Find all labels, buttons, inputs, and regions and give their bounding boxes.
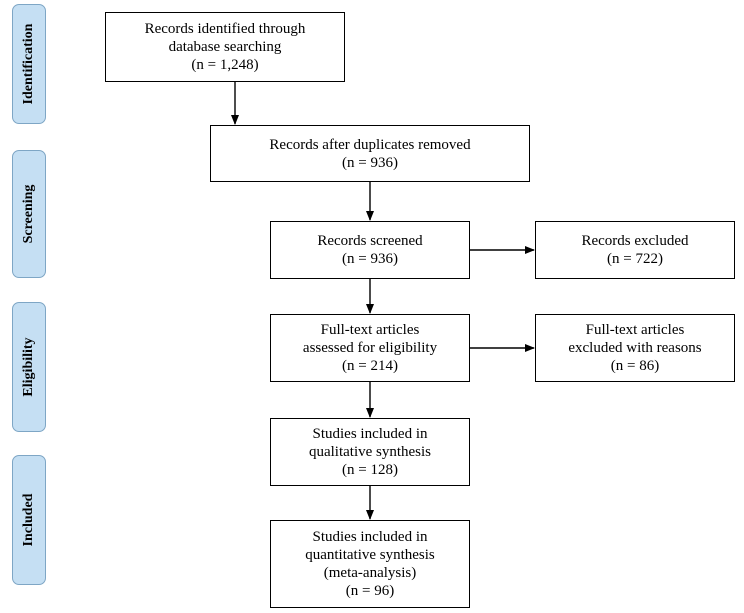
box-records-identified: Records identified through database sear… (105, 12, 345, 82)
box-records-identified-line-1: Records identified through (144, 21, 306, 37)
box-qualitative-synthesis-line-2: qualitative synthesis (308, 444, 432, 460)
box-quantitative-synthesis: Studies included in quantitative synthes… (270, 520, 470, 608)
phase-included: Included (12, 455, 46, 585)
box-fulltext-assessed: Full-text articles assessed for eligibil… (270, 314, 470, 382)
box-records-screened-line-1: Records screened (317, 233, 423, 249)
box-records-excluded: Records excluded (n = 722) (535, 221, 735, 279)
box-records-screened-line-2: (n = 936) (342, 251, 398, 267)
box-qualitative-synthesis-line-1: Studies included in (312, 426, 428, 442)
box-records-identified-line-3: (n = 1,248) (191, 57, 259, 73)
box-records-excluded-line-1: Records excluded (581, 233, 689, 249)
box-fulltext-assessed-line-2: assessed for eligibility (302, 340, 438, 356)
box-fulltext-excluded-line-1: Full-text articles (585, 322, 685, 338)
box-fulltext-assessed-line-3: (n = 214) (342, 358, 398, 374)
box-quantitative-synthesis-line-3: (meta-analysis) (323, 565, 417, 581)
box-fulltext-excluded: Full-text articles excluded with reasons… (535, 314, 735, 382)
box-records-screened: Records screened (n = 936) (270, 221, 470, 279)
box-quantitative-synthesis-line-4: (n = 96) (345, 583, 395, 599)
box-fulltext-assessed-line-1: Full-text articles (320, 322, 420, 338)
phase-screening: Screening (12, 150, 46, 278)
phase-identification: Identification (12, 4, 46, 124)
box-quantitative-synthesis-line-2: quantitative synthesis (305, 547, 435, 563)
box-qualitative-synthesis-line-3: (n = 128) (342, 462, 398, 478)
phase-eligibility: Eligibility (12, 302, 46, 432)
box-records-identified-line-2: database searching (168, 39, 282, 55)
box-fulltext-excluded-line-2: excluded with reasons (568, 340, 702, 356)
box-duplicates-removed: Records after duplicates removed (n = 93… (210, 125, 530, 182)
box-qualitative-synthesis: Studies included in qualitative synthesi… (270, 418, 470, 486)
box-quantitative-synthesis-line-1: Studies included in (312, 529, 428, 545)
box-fulltext-excluded-line-3: (n = 86) (610, 358, 660, 374)
box-duplicates-removed-line-1: Records after duplicates removed (269, 136, 471, 153)
box-records-excluded-line-2: (n = 722) (607, 251, 663, 267)
box-duplicates-removed-line-2: (n = 936) (342, 154, 398, 171)
